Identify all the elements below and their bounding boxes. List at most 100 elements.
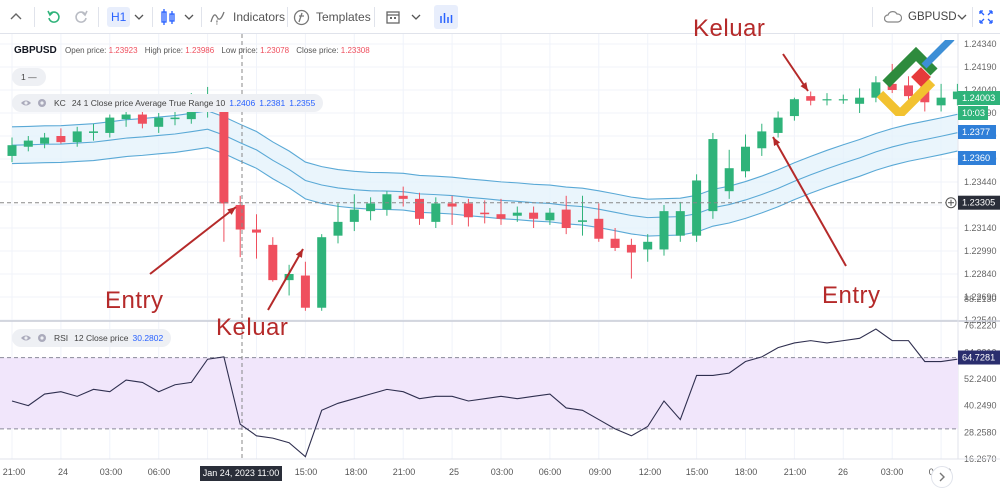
chart-type-chevron-down-icon[interactable]: [183, 0, 195, 34]
calendar-icon[interactable]: [385, 0, 401, 34]
price-badge-time-bg: [958, 106, 988, 120]
price-axis-tick: 1.24190: [964, 62, 997, 72]
settings-gear-icon[interactable]: [36, 97, 48, 109]
kc-params: 24 1 Close price Average True Range 10: [71, 98, 226, 108]
time-axis-tick: 06:00: [539, 467, 562, 477]
candle-body: [578, 220, 587, 222]
arrow-entry-right-head: [773, 137, 781, 146]
rsi-settings-gear-icon[interactable]: [36, 332, 48, 344]
candle-body: [773, 117, 783, 133]
templates-button[interactable]: Templates: [293, 0, 371, 34]
candle-body: [366, 203, 376, 212]
candle-body: [219, 108, 229, 204]
crosshair-time-badge: [200, 466, 282, 481]
rsi-axis-tick: 88.2130: [964, 294, 997, 304]
fullscreen-icon[interactable]: [978, 0, 994, 34]
eye-icon[interactable]: [20, 98, 32, 108]
rsi-eye-icon[interactable]: [20, 333, 32, 343]
rsi-name: RSI: [54, 333, 69, 343]
calendar-chevron-down-icon[interactable]: [410, 0, 422, 34]
candle-body: [643, 241, 653, 250]
time-axis-tick: 26: [838, 467, 848, 477]
price-axis-tick: 1.23440: [964, 177, 997, 187]
high-value: 1.23986: [185, 46, 215, 55]
candle-body: [284, 274, 294, 281]
redo-icon[interactable]: [73, 0, 89, 34]
arrow-exit-left-head: [295, 249, 303, 258]
ohlc-legend: GBPUSD Open price: 1.23923 High price: 1…: [14, 45, 370, 56]
templates-label: Templates: [316, 10, 371, 24]
candle-body: [40, 137, 50, 144]
rsi-legend[interactable]: RSI 12 Close price 30.2802: [12, 329, 172, 347]
candle-body: [186, 105, 196, 120]
price-badge-time: 10:03: [962, 108, 985, 118]
candle-body: [626, 244, 636, 253]
candle-body: [496, 214, 506, 219]
low-value: 1.23078: [260, 46, 290, 55]
interval-button[interactable]: H1: [107, 0, 131, 34]
indicators-button[interactable]: f Indicators: [209, 0, 285, 34]
candle-body: [121, 114, 131, 120]
candle-body: [480, 212, 490, 215]
kc-legend[interactable]: KC 24 1 Close price Average True Range 1…: [12, 94, 324, 112]
collapse-chevron-icon[interactable]: [8, 0, 24, 34]
price-axis-tick: 1.23140: [964, 223, 997, 233]
candle-body: [89, 131, 98, 133]
low-label: Low price:: [221, 46, 258, 55]
candle-body: [757, 131, 767, 149]
volume-bars-button[interactable]: [433, 0, 459, 34]
scroll-right-button[interactable]: [931, 466, 953, 488]
interval-label: H1: [107, 7, 131, 27]
time-axis-tick: 15:00: [295, 467, 318, 477]
symbol-chevron-down-icon[interactable]: [956, 0, 968, 34]
candle-body: [382, 194, 392, 210]
kc-value-2: 1.2381: [259, 98, 286, 108]
kc-name: KC: [54, 98, 66, 108]
crosshair-time-label: Jan 24, 2023 11:00: [203, 468, 279, 478]
candle-type-button[interactable]: [159, 0, 177, 34]
rsi-badge: 64.7281: [962, 353, 995, 363]
candle-body: [7, 145, 17, 156]
chart-area[interactable]: 1.243401.241901.240401.238901.237401.235…: [0, 15, 1000, 493]
candle-body: [789, 99, 799, 117]
rsi-axis-tick: 28.2580: [964, 427, 997, 437]
rsi-axis-tick: 40.2490: [964, 401, 997, 411]
price-axis-tick: 1.24340: [964, 39, 997, 49]
time-axis-tick: 25: [449, 467, 459, 477]
candle-body: [154, 117, 164, 127]
high-label: High price:: [144, 46, 184, 55]
time-axis-tick: 18:00: [735, 467, 758, 477]
candle-body: [23, 140, 33, 147]
candle-body: [741, 146, 750, 172]
rsi-band: [0, 357, 958, 429]
candle-body: [398, 195, 408, 199]
candle-body: [415, 198, 424, 219]
interval-chevron-down-icon[interactable]: [133, 0, 145, 34]
candle-body: [594, 218, 604, 239]
candle-body: [952, 91, 962, 100]
price-chart-canvas[interactable]: 1.243401.241901.240401.238901.237401.235…: [0, 34, 1000, 493]
arrow-entry-right: [772, 136, 847, 267]
candle-body: [317, 237, 327, 308]
candle-body: [105, 117, 115, 133]
undo-icon[interactable]: [46, 0, 62, 34]
kc-value-3: 1.2355: [289, 98, 316, 108]
candle-body: [838, 99, 848, 101]
candle-body: [252, 229, 261, 233]
candle-body: [887, 83, 897, 90]
open-value: 1.23923: [108, 46, 138, 55]
candle-body: [56, 136, 66, 143]
candle-body: [300, 275, 310, 308]
price-badge-mid-bg: [958, 125, 996, 139]
pane-counter[interactable]: 1 —: [12, 68, 46, 86]
candle-body: [610, 238, 620, 248]
rsi-value: 30.2802: [132, 333, 164, 343]
time-axis-tick: 03:00: [491, 467, 514, 477]
svg-text:f: f: [216, 20, 218, 26]
candle-body: [431, 203, 441, 222]
time-axis-tick: 21:00: [393, 467, 416, 477]
symbol-selector[interactable]: GBPUSD: [884, 0, 957, 34]
candle-body: [447, 203, 457, 207]
price-badge-upper-bg: [958, 91, 1000, 105]
keltner-middle-line: [11, 128, 958, 219]
